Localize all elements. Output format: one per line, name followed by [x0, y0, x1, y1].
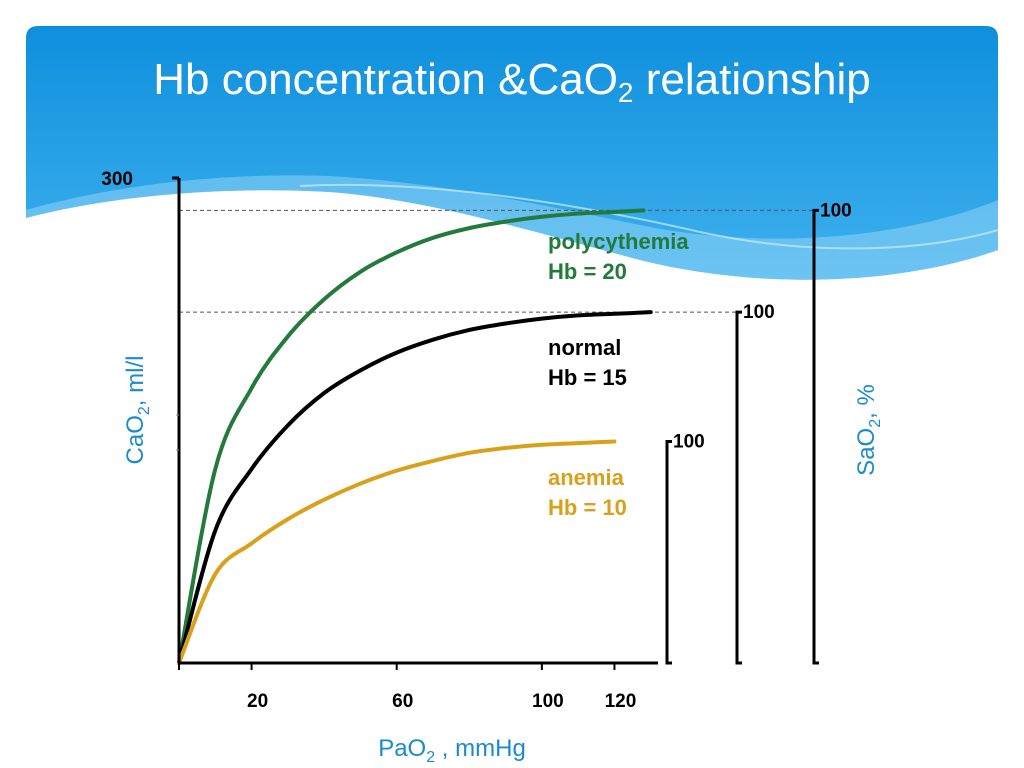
slide-title: Hb concentration &CaO2 relationship — [0, 55, 1024, 109]
series-name-normal: normal — [548, 335, 621, 360]
bracket-label-normal: 100 — [743, 302, 775, 323]
axes — [172, 176, 658, 665]
bracket-polycythemia — [812, 208, 819, 665]
header-wave-highlight — [299, 183, 999, 250]
sao2-brackets: 100 100 100 — [665, 200, 852, 665]
series-labels: polycythemia Hb = 20 normal Hb = 15 anemia Hb… — [548, 229, 689, 520]
x-axis-title: PaO2 , mmHg — [378, 735, 526, 766]
title-subscript: 2 — [617, 77, 634, 108]
x-tick-label: 100 — [532, 691, 564, 712]
bracket-label-polycythemia: 100 — [820, 200, 852, 221]
y-tick-label: 300 — [101, 169, 133, 190]
curve-anemia — [177, 439, 617, 665]
series-curves — [177, 208, 653, 665]
x-tick-label: 120 — [605, 691, 637, 712]
bracket-normal — [735, 310, 742, 665]
x-tick-label: 20 — [247, 691, 268, 712]
reference-lines — [179, 209, 814, 313]
title-main: Hb concentration &CaO — [153, 55, 618, 104]
x-axis-ticks: 20 60 100 120 — [178, 663, 637, 712]
header-banner — [26, 26, 999, 280]
y-axis-ticks: 300 — [101, 169, 133, 190]
x-tick-label: 60 — [392, 691, 413, 712]
header-wave-light — [26, 175, 998, 280]
curve-normal — [177, 310, 653, 665]
bracket-anemia — [665, 440, 672, 665]
title-rest: relationship — [633, 55, 871, 104]
y-axis-title: CaO2, ml/l — [122, 356, 153, 465]
series-name-anemia: anemia — [548, 465, 625, 490]
header-background — [26, 26, 998, 280]
series-hb-polycythemia: Hb = 20 — [548, 259, 627, 284]
series-hb-normal: Hb = 15 — [548, 365, 627, 390]
curve-polycythemia — [177, 208, 646, 665]
bracket-label-anemia: 100 — [673, 432, 705, 453]
series-hb-anemia: Hb = 10 — [548, 495, 627, 520]
series-name-polycythemia: polycythemia — [548, 229, 689, 254]
y2-axis-title: SaO2, % — [853, 384, 884, 476]
